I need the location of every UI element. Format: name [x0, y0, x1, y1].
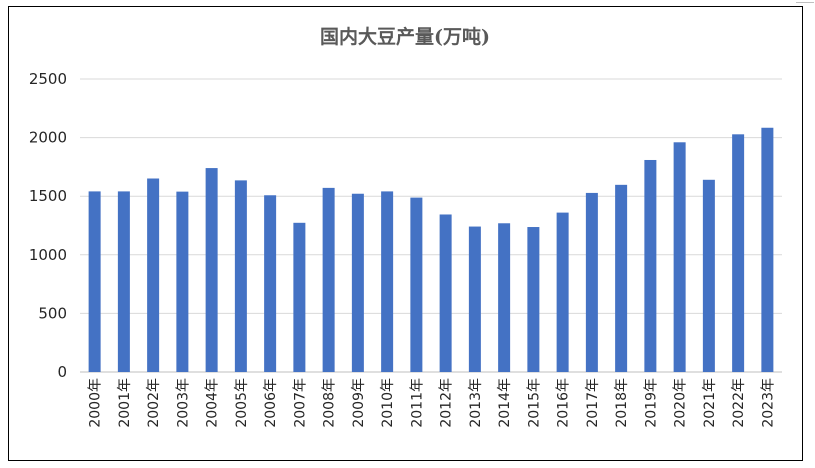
- corner-mark: [796, 2, 814, 3]
- chart-frame: [8, 6, 803, 461]
- x-tick-label: 2022年: [731, 378, 747, 428]
- x-tick-label: 2005年: [234, 378, 250, 428]
- bars: [88, 127, 774, 372]
- bar: [702, 179, 715, 372]
- y-tick-label: 0: [57, 363, 67, 381]
- bar: [147, 178, 160, 372]
- bar: [585, 192, 598, 372]
- x-tick-label: 2006年: [263, 378, 279, 428]
- bar: [439, 214, 452, 372]
- x-tick-label: 2020年: [673, 378, 689, 428]
- x-tick-label: 2004年: [205, 378, 221, 428]
- x-tick-label: 2007年: [292, 378, 308, 428]
- bar: [615, 184, 628, 372]
- x-tick-label: 2008年: [322, 378, 338, 428]
- bar: [322, 187, 335, 372]
- y-axis: 0 500 1000 1500 2000 2500: [29, 70, 67, 381]
- bar: [351, 193, 364, 372]
- x-tick-label: 2014年: [497, 378, 513, 428]
- x-tick-label: 2001年: [117, 378, 133, 428]
- bar: [234, 180, 247, 372]
- bar: [673, 142, 686, 372]
- bar: [468, 226, 481, 372]
- x-tick-label: 2011年: [409, 378, 425, 428]
- bar: [88, 191, 101, 372]
- bar: [527, 227, 540, 372]
- y-tick-label: 2000: [29, 129, 67, 147]
- y-tick-label: 500: [38, 304, 67, 322]
- x-tick-label: 2015年: [526, 378, 542, 428]
- bar: [205, 168, 218, 372]
- bar: [732, 134, 745, 372]
- bar: [176, 191, 189, 372]
- bar: [410, 197, 423, 372]
- bar: [556, 212, 569, 372]
- bar: [498, 223, 511, 372]
- x-tick-label: 2016年: [556, 378, 572, 428]
- x-tick-label: 2013年: [468, 378, 484, 428]
- bar: [644, 159, 657, 372]
- x-tick-label: 2003年: [175, 378, 191, 428]
- x-tick-label: 2002年: [146, 378, 162, 428]
- bar: [117, 191, 130, 372]
- bar: [381, 191, 394, 372]
- x-axis: 2000年 2001年 2002年 2003年 2004年 2005年 2006年 2007年…: [88, 378, 777, 428]
- bar: [264, 195, 277, 372]
- x-tick-label: 2021年: [702, 378, 718, 428]
- x-tick-label: 2000年: [88, 378, 104, 428]
- x-tick-label: 2017年: [585, 378, 601, 428]
- x-tick-label: 2010年: [380, 378, 396, 428]
- y-tick-label: 1000: [29, 246, 67, 264]
- chart-title: 国内大豆产量(万吨): [320, 25, 490, 48]
- y-tick-label: 2500: [29, 70, 67, 88]
- x-tick-label: 2023年: [760, 378, 776, 428]
- x-tick-label: 2019年: [643, 378, 659, 428]
- gridlines: [80, 78, 782, 373]
- bar: [761, 127, 774, 372]
- y-tick-label: 1500: [29, 187, 67, 205]
- bar: [293, 222, 306, 372]
- x-tick-label: 2012年: [439, 378, 455, 428]
- x-tick-label: 2018年: [614, 378, 630, 428]
- x-tick-label: 2009年: [351, 378, 367, 428]
